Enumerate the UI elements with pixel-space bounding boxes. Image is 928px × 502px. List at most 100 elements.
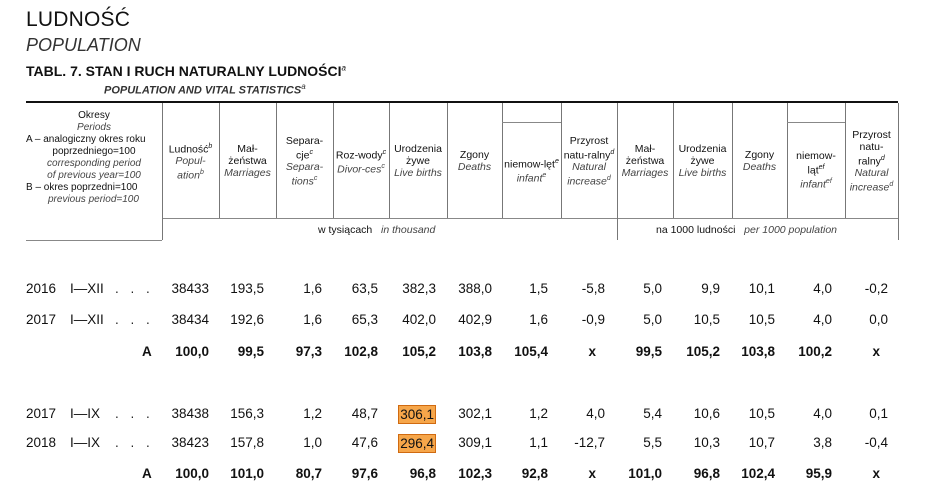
column-header: Przyrost natu-ralnyd Natural increased (561, 106, 617, 216)
table-cell: 65,3 (351, 312, 378, 327)
column-header-footnote: ef (825, 178, 832, 185)
column-header-pl: Mał-żeństwa (221, 143, 274, 167)
table-cell: 1,6 (529, 312, 548, 327)
table-cell: 3,8 (813, 435, 832, 450)
table-cell: 10,6 (693, 406, 720, 421)
column-header-en: Deaths (458, 161, 491, 173)
column-divider (276, 103, 277, 218)
column-divider (732, 103, 733, 218)
table-cell: 10,7 (748, 435, 775, 450)
row-label-index: A (142, 466, 152, 481)
table-cell: 1,1 (529, 435, 548, 450)
column-header-footnote: d (880, 154, 885, 162)
table-cell: 10,1 (748, 281, 775, 296)
column-header-en: Live births (394, 167, 442, 179)
column-header-footnote: d (610, 148, 615, 156)
table-cell: 388,0 (458, 281, 492, 296)
table-cell: 4,0 (813, 312, 832, 327)
table-cell: 105,4 (514, 344, 548, 359)
column-header: niemow-lęte infante (502, 124, 561, 216)
row-leader-dots: . . . (115, 281, 154, 296)
table-subtitle: POPULATION AND VITAL STATISTICSa (104, 82, 306, 97)
column-header-footnote: ef (818, 163, 825, 171)
table-cell: 105,2 (686, 344, 720, 359)
column-header-pl-text: Mał-żeństwa (228, 143, 267, 167)
column-header-en: Marriages (622, 167, 669, 179)
periods-legend-a-en-cont: of previous year=100 (47, 170, 141, 181)
table-cell: 5,5 (643, 435, 662, 450)
table-cell: 382,3 (402, 281, 436, 296)
table-cell: 302,1 (458, 406, 492, 421)
column-header-en: Deaths (743, 161, 776, 173)
table-cell: 1,6 (303, 312, 322, 327)
column-header-pl: Separa-cjec (278, 135, 331, 162)
table-cell: 80,7 (295, 466, 322, 481)
periods-legend-b: B – okres poprzedni=100 (26, 182, 138, 193)
table-cell: 96,8 (409, 466, 436, 481)
periods-bottom-rule (26, 240, 162, 241)
column-header-pl-text: Separa-cje (285, 134, 324, 161)
table-cell: 10,5 (748, 312, 775, 327)
table-cell: 99,5 (635, 344, 662, 359)
column-header-pl-text: Urodzenia żywe (678, 143, 727, 167)
table-cell: 402,9 (458, 312, 492, 327)
column-header-pl: Urodzenia żywe (391, 143, 445, 167)
table-cell: 47,6 (351, 435, 378, 450)
table-cell: -0,2 (864, 281, 888, 296)
table-subtitle-footnote: a (301, 82, 306, 91)
column-header-pl: Zgony (460, 149, 489, 161)
table-cell: 157,8 (230, 435, 264, 450)
table-title: TABL. 7. STAN I RUCH NATURALNY LUDNOŚCIa (26, 63, 346, 79)
column-header-pl-text: Zgony (744, 149, 775, 161)
table-cell: 156,3 (230, 406, 264, 421)
periods-legend-a-cont: poprzedniego=100 (52, 146, 136, 157)
table-cell: 1,5 (529, 281, 548, 296)
highlighted-cell: 296,4 (398, 434, 436, 453)
table-cell: -5,8 (581, 281, 605, 296)
unit-divider (162, 218, 163, 240)
table-cell: 100,2 (798, 344, 832, 359)
table-cell: 10,3 (693, 435, 720, 450)
column-header-pl: Ludnośćb (169, 141, 213, 156)
table-cell: 103,8 (458, 344, 492, 359)
table-cell: 5,0 (643, 281, 662, 296)
column-header-en: Popul-ationb (164, 155, 217, 182)
column-header-en-text: Natural increase (849, 167, 890, 194)
table-cell: 9,9 (701, 281, 720, 296)
column-header: Separa-cjec Separa-tionsc (276, 106, 333, 216)
table-subtitle-text: POPULATION AND VITAL STATISTICS (104, 84, 302, 97)
row-year: 2017 (26, 312, 57, 327)
table-cell: 38434 (171, 312, 209, 327)
table-cell: 5,4 (643, 406, 662, 421)
row-leader-dots: . . . (115, 406, 154, 421)
table-cell: 5,0 (643, 312, 662, 327)
table-cell: 48,7 (351, 406, 378, 421)
column-header-footnote: b (208, 142, 213, 150)
infant-subheader-rule (502, 122, 561, 123)
column-divider (447, 103, 448, 218)
column-header-footnote: d (606, 175, 611, 182)
column-divider (502, 103, 503, 218)
column-header-pl: Przyrost natu-ralnyd (847, 129, 896, 168)
table-cell: 10,5 (748, 406, 775, 421)
table-cell: 38438 (171, 406, 209, 421)
column-header: Roz-wodyc Divor-cesc (333, 106, 389, 216)
column-header-en-text: Separa-tions (285, 161, 324, 188)
table-row: 2017 I—XII . . . 38434 192,6 1,6 65,3 402,0 402,… (0, 308, 928, 332)
page-title: LUDNOŚĆ (26, 8, 131, 31)
table-row: A 100,0 99,5 97,3 102,8 105,2 103,8 105,4 x 99,5 1… (0, 340, 928, 364)
table-cell: 102,3 (458, 466, 492, 481)
table-cell: 97,3 (295, 344, 322, 359)
column-header-pl-text: Zgony (459, 149, 490, 161)
row-label-index: A (142, 344, 152, 359)
table-cell: 1,2 (529, 406, 548, 421)
column-divider (389, 103, 390, 218)
unit-thousand-en: in thousand (381, 224, 436, 236)
column-header-pl: Zgony (745, 149, 774, 161)
table-row: 2016 I—XII . . . 38433 193,5 1,6 63,5 382,3 388,… (0, 277, 928, 301)
table-cell: 97,6 (351, 466, 378, 481)
column-header: Mał-żeństwa Marriages (617, 106, 673, 216)
column-header: Zgony Deaths (732, 106, 787, 216)
table-cell: -12,7 (574, 435, 605, 450)
table-cell: 1,0 (303, 435, 322, 450)
